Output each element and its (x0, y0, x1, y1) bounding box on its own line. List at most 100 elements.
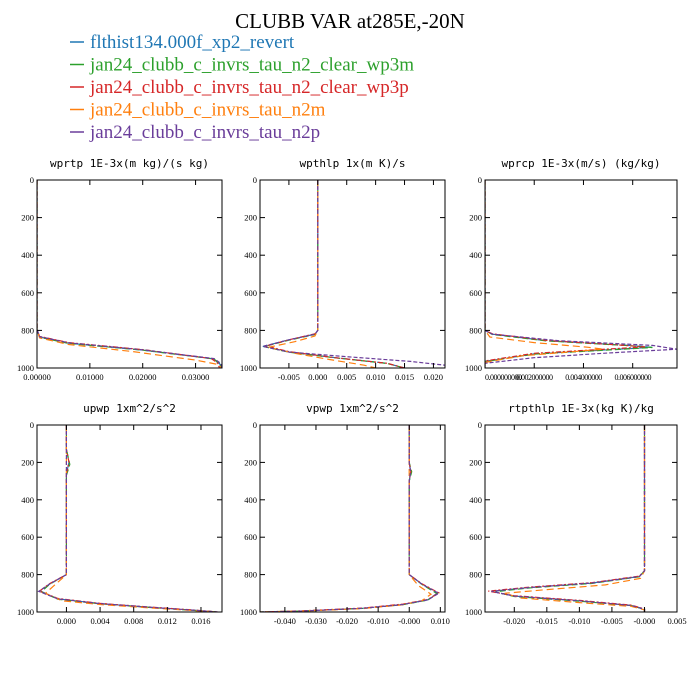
panel-frame (484, 424, 678, 613)
x-tick-label: 0.000 (57, 616, 76, 626)
chart-panels: wprtp 1E-3x(m kg)/(s kg) 0 200 400 600 800 100… (17, 157, 687, 626)
y-tick-label: 0 (253, 175, 257, 185)
panel: wpthlp 1x(m K)/s 0 200 400 600 800 1000 -0.005 0… (240, 157, 446, 382)
x-tick-label: -0.000 (398, 616, 420, 626)
x-tick-label: -0.030 (305, 616, 327, 626)
series-line (37, 425, 218, 612)
panel-frame (36, 424, 223, 613)
series-line (268, 180, 376, 368)
series-line (260, 425, 433, 612)
panel: rtpthlp 1E-3x(kg K)/kg 0 200 400 600 800 1000 -… (465, 402, 687, 626)
x-tick-label: -0.020 (336, 616, 358, 626)
legend-entry: jan24_clubb_c_invrs_tau_n2_clear_wp3m (70, 55, 414, 76)
y-tick-label: 1000 (17, 607, 34, 617)
panel-frame (259, 424, 446, 613)
x-tick-label: 0.02000 (129, 372, 157, 382)
series-line (263, 180, 405, 368)
x-tick-label: 0.000000000 (485, 373, 522, 382)
panel-title: wpthlp 1x(m K)/s (300, 157, 406, 170)
y-tick-label: 400 (469, 250, 482, 260)
y-tick-label: 600 (469, 288, 482, 298)
y-tick-label: 1000 (240, 363, 257, 373)
x-tick-label: 0.015 (395, 372, 414, 382)
series-line (260, 425, 439, 612)
panel: wprtp 1E-3x(m kg)/(s kg) 0 200 400 600 800 100… (17, 157, 223, 382)
y-tick-label: 200 (244, 213, 257, 223)
y-tick-label: 800 (21, 325, 34, 335)
y-tick-label: 800 (244, 325, 257, 335)
series-line (37, 180, 222, 368)
x-tick-label: 0.004000000 (565, 373, 602, 382)
y-tick-label: 0 (253, 420, 257, 430)
series-line (491, 425, 646, 612)
y-tick-label: 400 (469, 495, 482, 505)
y-tick-label: 400 (21, 495, 34, 505)
legend-label: jan24_clubb_c_invrs_tau_n2_clear_wp3m (89, 55, 414, 76)
y-tick-label: 200 (21, 457, 34, 467)
y-tick-label: 1000 (465, 607, 482, 617)
x-tick-label: -0.000 (633, 616, 655, 626)
y-tick-label: 1000 (240, 607, 257, 617)
y-tick-label: 0 (478, 420, 482, 430)
y-tick-label: 600 (244, 532, 257, 542)
x-tick-label: 0.004 (91, 616, 111, 626)
x-tick-label: 0.01000 (76, 372, 104, 382)
y-tick-label: 600 (21, 288, 34, 298)
x-tick-label: 0.005 (337, 372, 356, 382)
series-line (485, 180, 646, 368)
series-line (37, 180, 222, 368)
y-tick-label: 800 (244, 570, 257, 580)
series-line (44, 425, 218, 612)
series-line (260, 425, 441, 612)
y-tick-label: 0 (478, 175, 482, 185)
panel: wprcp 1E-3x(m/s) (kg/kg) 0 200 400 600 800 100… (465, 157, 678, 382)
y-tick-label: 1000 (465, 363, 482, 373)
x-tick-label: 0.010 (366, 372, 385, 382)
x-tick-label: -0.010 (568, 616, 590, 626)
x-tick-label: 0.00000 (23, 372, 51, 382)
y-tick-label: 800 (469, 325, 482, 335)
panel: upwp 1xm^2/s^2 0 200 400 600 800 1000 0.000 0.00… (17, 402, 223, 626)
series-line (488, 425, 646, 612)
panel-frame (484, 179, 678, 369)
x-tick-label: 0.008 (124, 616, 143, 626)
y-tick-label: 600 (21, 532, 34, 542)
y-tick-label: 400 (244, 250, 257, 260)
legend-entry: jan24_clubb_c_invrs_tau_n2_clear_wp3p (70, 77, 409, 98)
x-tick-label: 0.000 (308, 372, 327, 382)
series-line (37, 180, 220, 368)
x-tick-label: -0.010 (367, 616, 389, 626)
x-tick-label: -0.005 (278, 372, 300, 382)
y-tick-label: 400 (244, 495, 257, 505)
series-line (262, 180, 405, 368)
y-tick-label: 600 (244, 288, 257, 298)
y-tick-label: 0 (30, 175, 34, 185)
legend-label: jan24_clubb_c_invrs_tau_n2m (89, 100, 326, 121)
legend-label: jan24_clubb_c_invrs_tau_n2_clear_wp3p (89, 77, 409, 98)
legend-entry: jan24_clubb_c_invrs_tau_n2p (70, 122, 320, 143)
x-tick-label: 0.010 (431, 616, 450, 626)
panel-title: vpwp 1xm^2/s^2 (306, 402, 399, 415)
legend-label: jan24_clubb_c_invrs_tau_n2p (89, 122, 320, 143)
series-line (37, 180, 222, 368)
y-tick-label: 200 (244, 457, 257, 467)
panel-frame (259, 179, 446, 369)
series-line (40, 425, 218, 612)
x-tick-label: -0.015 (536, 616, 558, 626)
panel: vpwp 1xm^2/s^2 0 200 400 600 800 1000 -0.040 -0.… (240, 402, 450, 626)
panel-frame (36, 179, 223, 369)
x-tick-label: 0.03000 (182, 372, 210, 382)
y-tick-label: 200 (469, 213, 482, 223)
series-line (260, 425, 441, 612)
figure-title: CLUBB VAR at285E,-20N (235, 9, 465, 33)
x-tick-label: -0.040 (274, 616, 296, 626)
legend-entry: flthist134.000f_xp2_revert (70, 32, 295, 53)
x-tick-label: 0.020 (424, 372, 443, 382)
y-tick-label: 1000 (17, 363, 34, 373)
y-tick-label: 0 (30, 420, 34, 430)
x-tick-label: 0.002000000 (516, 373, 553, 382)
x-tick-label: -0.005 (601, 616, 623, 626)
x-tick-label: 0.012 (158, 616, 177, 626)
y-tick-label: 800 (21, 570, 34, 580)
x-tick-label: 0.016 (191, 616, 210, 626)
